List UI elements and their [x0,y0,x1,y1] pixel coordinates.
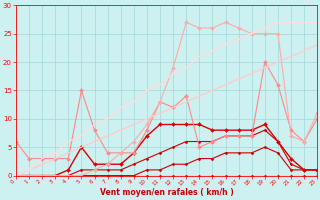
X-axis label: Vent moyen/en rafales ( km/h ): Vent moyen/en rafales ( km/h ) [100,188,234,197]
